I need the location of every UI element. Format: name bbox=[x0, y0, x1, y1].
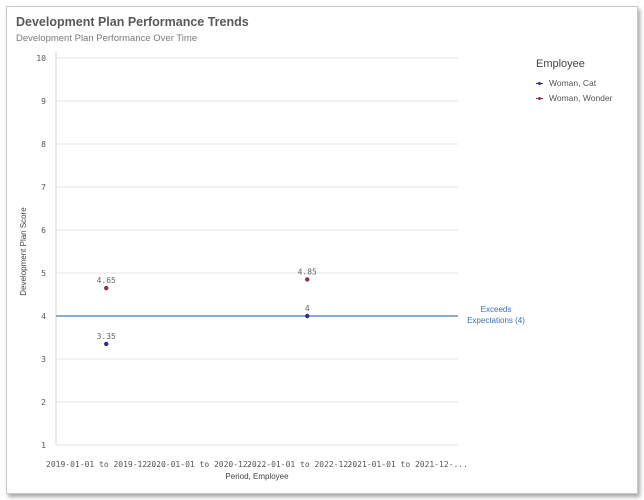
x-tick-label: 2020-01-01 to 2020-12-... bbox=[147, 460, 267, 469]
data-point bbox=[305, 277, 310, 282]
y-tick-label: 3 bbox=[41, 355, 46, 364]
series-1-marker-icon bbox=[536, 81, 543, 86]
chart-subtitle: Development Plan Performance Over Time bbox=[16, 33, 198, 44]
chart-card bbox=[6, 6, 638, 494]
data-label: 4 bbox=[305, 304, 310, 313]
x-tick-label: 2019-01-01 to 2019-12-... bbox=[46, 460, 166, 469]
data-point bbox=[104, 285, 109, 291]
y-tick-label: 10 bbox=[36, 54, 46, 63]
y-tick-label: 1 bbox=[41, 441, 46, 450]
y-tick-label: 4 bbox=[41, 312, 46, 321]
reference-line-label: Expectations (4) bbox=[467, 316, 525, 325]
data-point bbox=[104, 341, 109, 347]
legend-item-woman-wonder[interactable]: Woman, Wonder bbox=[536, 93, 612, 103]
legend-item-label: Woman, Cat bbox=[549, 78, 597, 88]
y-tick-label: 6 bbox=[41, 226, 46, 235]
x-axis-title: Period, Employee bbox=[225, 472, 289, 481]
legend-item-label: Woman, Wonder bbox=[549, 93, 613, 103]
legend-item-woman-cat[interactable]: Woman, Cat bbox=[536, 78, 612, 88]
x-tick-label: 2022-01-01 to 2022-12-... bbox=[247, 460, 367, 469]
data-point bbox=[305, 313, 310, 319]
y-tick-label: 7 bbox=[41, 183, 46, 192]
series-2-marker-icon bbox=[536, 96, 543, 101]
y-tick-label: 8 bbox=[41, 140, 46, 149]
y-axis-title: Development Plan Score bbox=[19, 207, 28, 296]
x-tick-label: 2021-01-01 to 2021-12-... bbox=[348, 460, 468, 469]
reference-line-label: Exceeds bbox=[481, 305, 512, 314]
y-tick-label: 5 bbox=[41, 269, 46, 278]
chart-title: Development Plan Performance Trends bbox=[16, 15, 249, 29]
legend-title: Employee bbox=[536, 58, 585, 70]
data-label: 3.35 bbox=[97, 332, 116, 341]
data-label: 4.85 bbox=[298, 267, 317, 276]
y-tick-label: 2 bbox=[41, 398, 46, 407]
legend: Employee Woman, Cat Woman, Wonder bbox=[536, 58, 612, 108]
data-label: 4.65 bbox=[97, 276, 116, 285]
y-tick-label: 9 bbox=[41, 97, 46, 106]
